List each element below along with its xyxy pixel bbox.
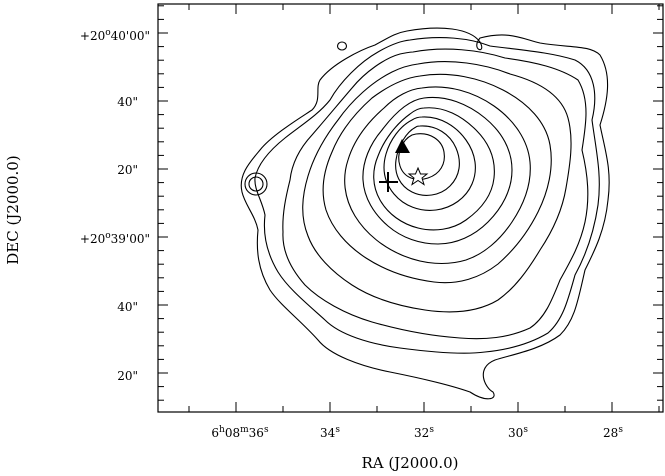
y-tick-label-40s-b: 40" [117,300,138,314]
y-tick-label-20s-b: 20" [117,369,138,383]
x-tick-label-32s: 32s [414,425,434,440]
y-tick-label-40m: +20o40'00" [80,28,150,43]
plus-marker [379,172,398,192]
y-tick-label-39m: +20o39'00" [80,231,150,246]
x-tick-label-30s: 30s [508,425,528,440]
contour-level-5 [322,73,552,284]
x-axis-title: RA (J2000.0) [361,454,458,472]
source-markers [379,139,429,192]
contour-level-4 [302,61,572,313]
contour-level-8 [373,107,495,231]
contour-level-7 [362,96,513,245]
contour-set [240,27,610,400]
contour-level-9 [383,116,476,211]
open-star-marker [407,166,429,186]
contour-level-10 [395,125,460,196]
x-tick-label-36s: 6h08m36s [211,425,269,440]
y-axis-title: DEC (J2000.0) [4,155,22,264]
x-tick-label-28s: 28s [603,425,623,440]
plot-frame [157,3,664,413]
y-tick-labels: +20o40'00" 40" 20" +20o39'00" 40" 20" [80,28,150,383]
contour-level-2 [254,37,600,354]
contour-level-1 [240,27,610,400]
contour-level-11 [398,133,445,181]
contour-blob-left-inner [248,176,264,192]
contour-blob-left-outer [244,172,268,196]
x-tick-labels: 6h08m36s 34s 32s 30s 28s [211,425,623,440]
contour-blob-top [336,41,348,51]
axis-ticks [158,4,663,412]
filled-triangle-marker [395,139,410,153]
y-tick-label-40s-a: 40" [117,95,138,109]
contour-level-6 [344,86,531,264]
x-tick-label-34s: 34s [320,425,340,440]
contour-level-3 [282,48,589,340]
y-tick-label-20s-a: 20" [117,163,138,177]
